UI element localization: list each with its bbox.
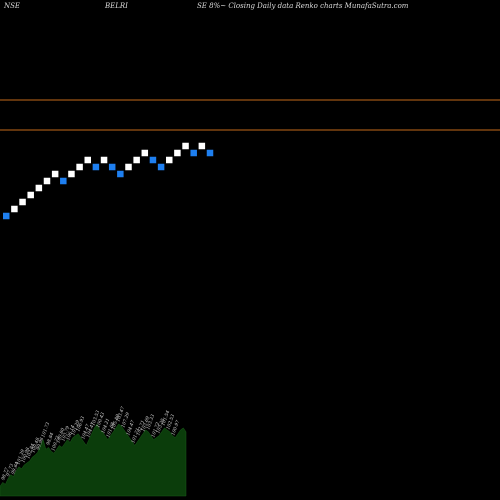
renko-brick-6	[51, 170, 59, 178]
renko-brick-24	[198, 142, 206, 150]
volume-label-33: 102.53	[165, 413, 176, 430]
renko-brick-16	[133, 156, 140, 164]
volume-label-25: 104.47	[125, 419, 136, 436]
volume-label-3: 101.39	[15, 449, 26, 466]
volume-label-2: 99.64	[10, 461, 20, 475]
volume-label-9: 98.84	[45, 432, 55, 446]
renko-brick-14	[117, 170, 124, 178]
renko-brick-4	[35, 184, 43, 192]
volume-label-5: 102.84	[25, 443, 36, 460]
renko-brick-10	[84, 156, 91, 164]
volume-label-34: 100.97	[170, 419, 181, 436]
volume-area-path	[0, 423, 187, 497]
volume-label-20: 104.21	[100, 418, 111, 435]
volume-label-8: 101.73	[40, 421, 51, 438]
volume-label-16: 104.47	[80, 423, 91, 440]
volume-labels: 98.7797.7399.64101.39100.98102.84100.489…	[0, 406, 181, 481]
volume-label-14: 101.29	[70, 419, 81, 436]
volume-label-4: 100.98	[20, 447, 31, 464]
volume-label-11: 100.80	[55, 427, 66, 444]
renko-brick-8	[68, 170, 75, 178]
volume-label-17: 104.47	[85, 421, 96, 438]
renko-brick-13	[108, 163, 116, 171]
volume-label-19: 100.43	[95, 412, 106, 429]
volume-label-26: 101.71	[130, 427, 141, 444]
volume-label-22: 105.89	[110, 413, 121, 430]
renko-brick-9	[76, 163, 83, 171]
renko-brick-20	[166, 156, 173, 164]
volume-label-28: 103.69	[140, 415, 151, 432]
renko-brick-11	[92, 163, 100, 171]
renko-brick-22	[182, 142, 189, 150]
renko-brick-3	[27, 191, 34, 199]
volume-label-13: 106.14	[65, 424, 76, 441]
renko-brick-18	[149, 156, 157, 164]
renko-brick-5	[43, 177, 51, 185]
volume-label-15: 106.93	[75, 415, 86, 432]
symbol-label: BELRI	[105, 2, 128, 10]
renko-brick-21	[174, 149, 181, 157]
renko-brick-19	[157, 163, 165, 171]
exchange-label: NSE	[4, 2, 21, 10]
renko-brick-17	[141, 149, 149, 157]
renko-bricks	[3, 142, 214, 220]
volume-area	[0, 423, 187, 497]
volume-label-21: 101.08	[105, 421, 116, 438]
renko-brick-25	[206, 149, 214, 157]
renko-brick-12	[100, 156, 108, 164]
volume-label-6: 100.48	[30, 437, 41, 454]
volume-label-27: 102.71	[135, 419, 146, 436]
volume-label-0: 98.77	[0, 467, 10, 481]
volume-label-29: 103.33	[145, 413, 156, 430]
renko-brick-0	[3, 212, 10, 220]
volume-label-23: 103.47	[115, 406, 126, 423]
renko-brick-1	[11, 205, 18, 213]
renko-brick-7	[60, 177, 67, 185]
chart-description: SE 8%~ Closing Daily data Renko charts M…	[197, 2, 409, 10]
renko-brick-15	[125, 163, 132, 171]
renko-brick-2	[19, 198, 26, 206]
volume-label-10: 100.72	[50, 435, 61, 452]
volume-label-18: 103.53	[90, 410, 101, 427]
volume-label-30: 101.72	[150, 421, 161, 438]
renko-brick-23	[190, 149, 197, 157]
reference-lines	[0, 99, 500, 131]
volume-label-24: 107.29	[120, 412, 131, 429]
volume-label-12: 103.79	[60, 425, 71, 442]
volume-label-31: 103.35	[155, 417, 166, 434]
volume-label-1: 97.73	[5, 463, 15, 477]
volume-label-7: 99.96	[35, 437, 45, 451]
volume-label-32: 101.54	[160, 410, 171, 427]
